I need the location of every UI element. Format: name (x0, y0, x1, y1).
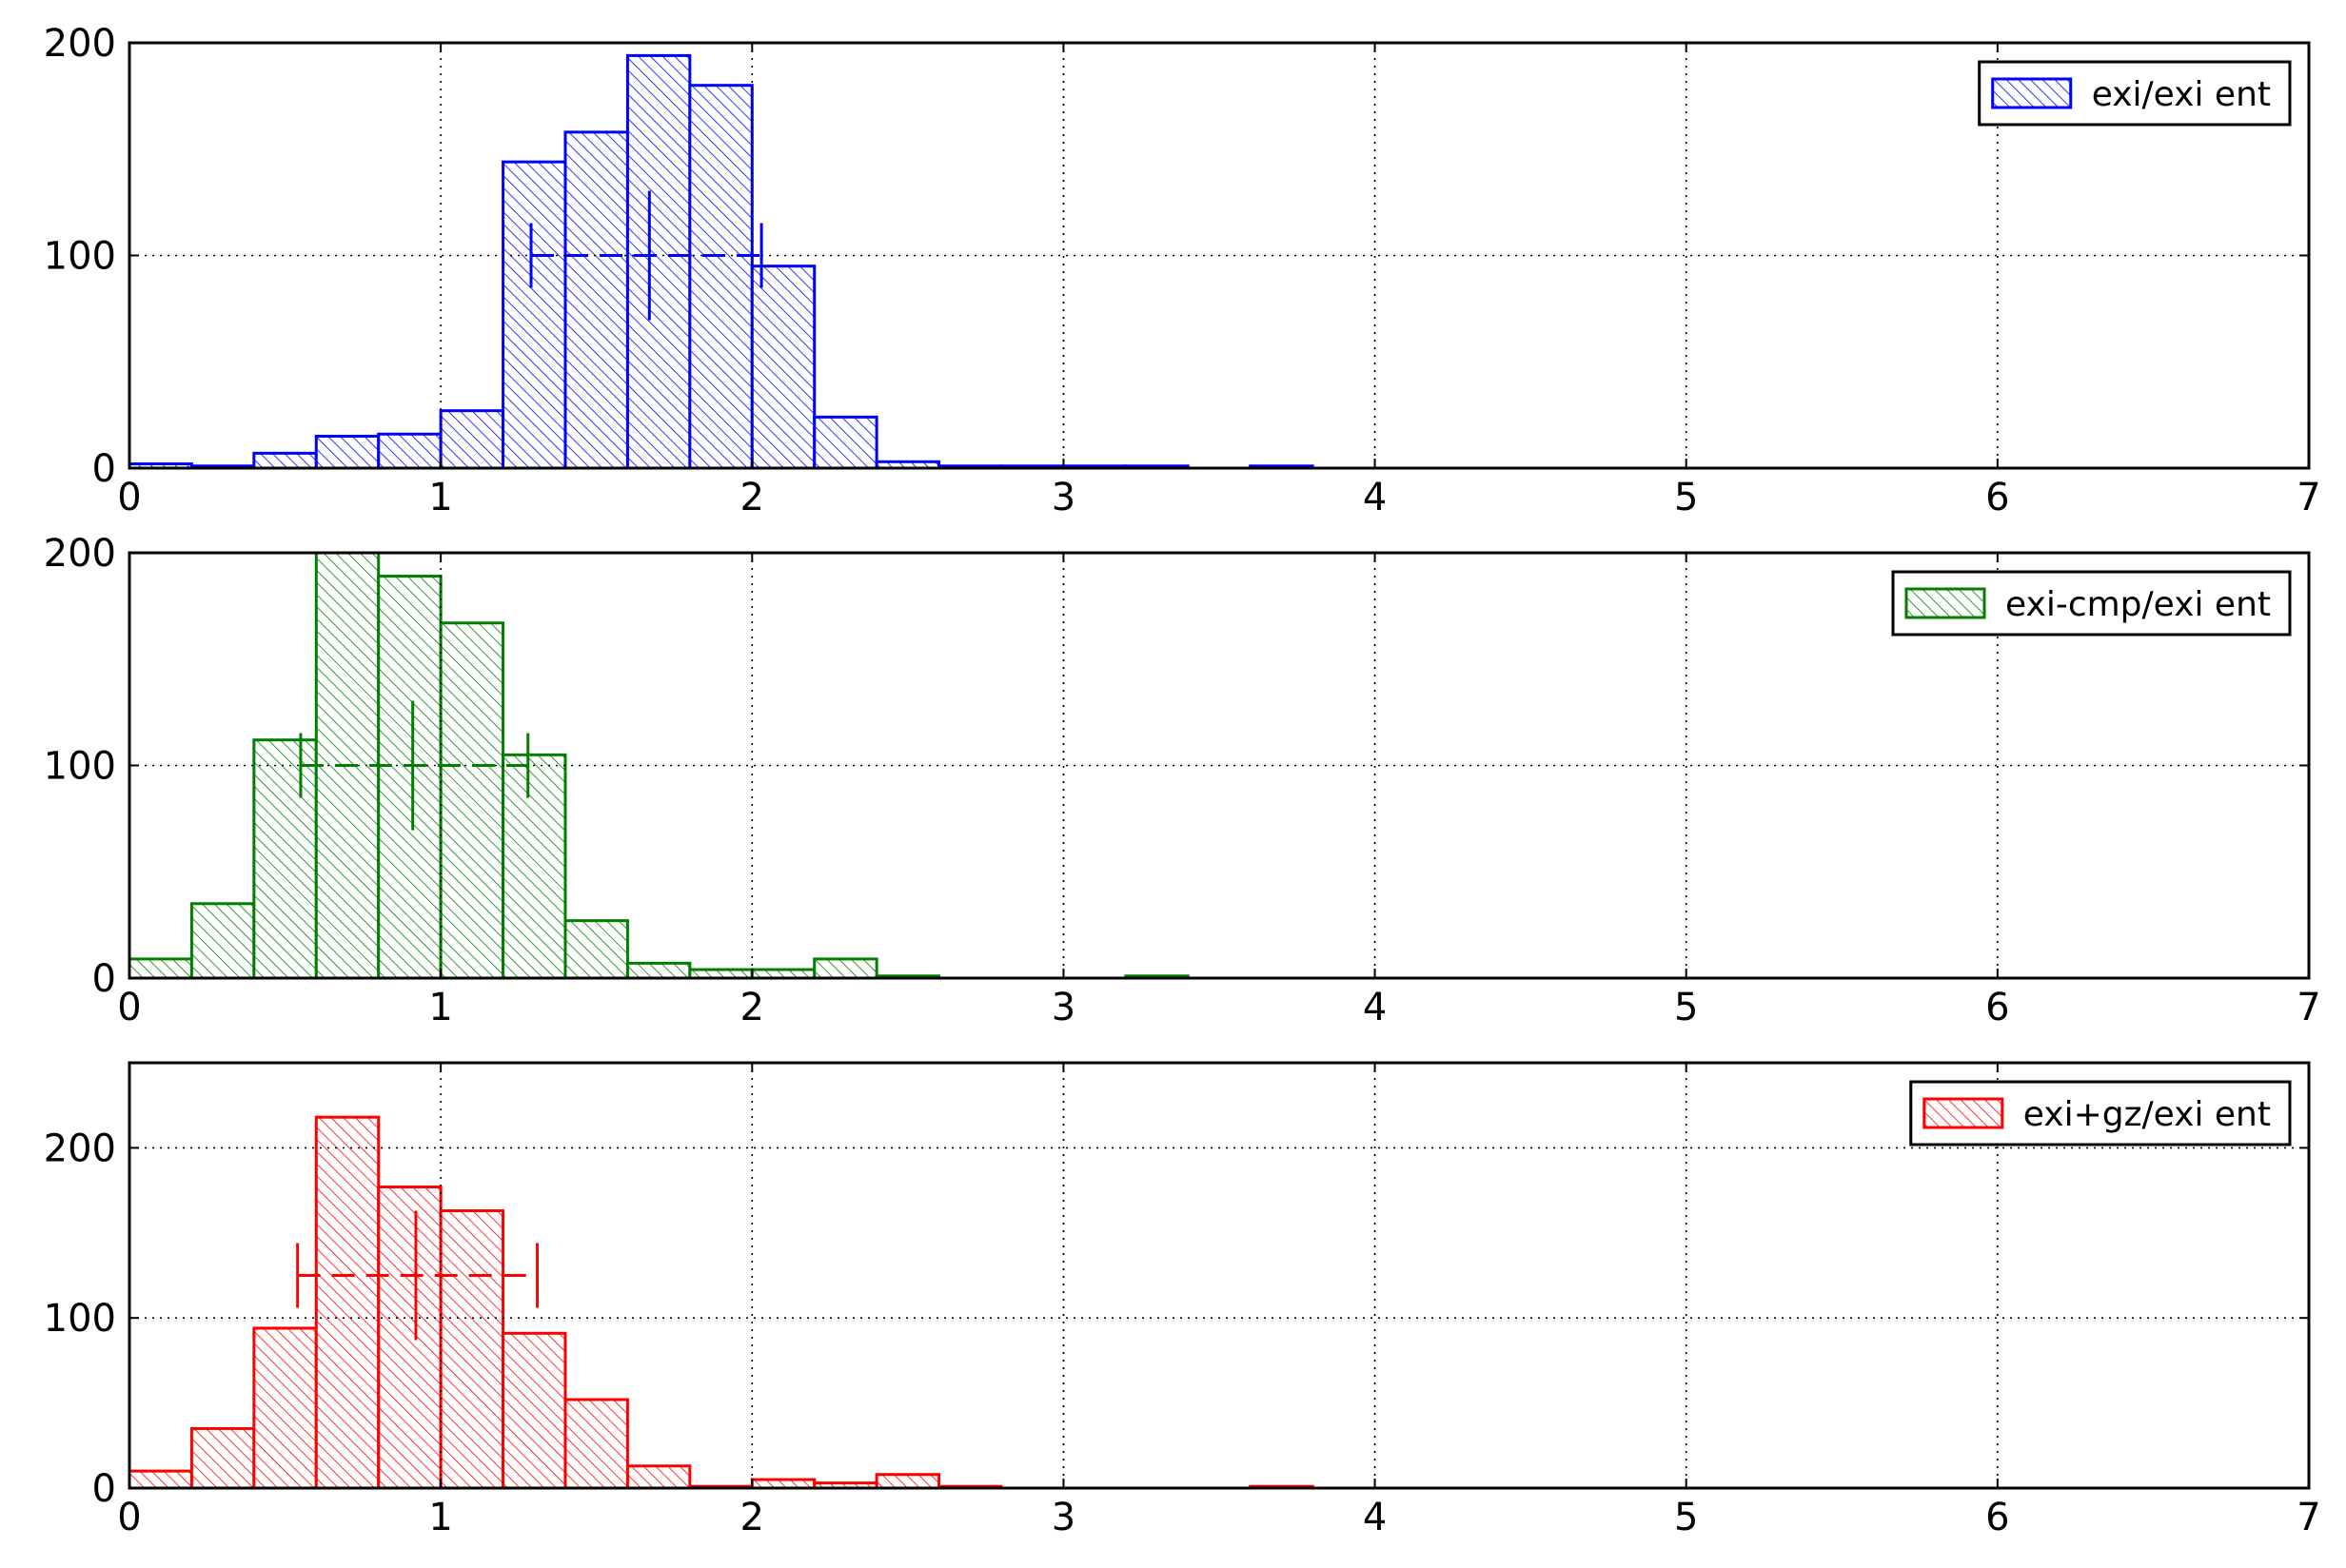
histogram-bar (502, 1331, 567, 1488)
x-tick-label: 5 (1674, 476, 1698, 519)
y-tick-label: 200 (44, 22, 116, 66)
histogram-bar (314, 1115, 381, 1488)
tick-labels: 0 1 2 3 4 5 6 7 0 100 200 (44, 22, 2321, 519)
legend-swatch (1991, 77, 2073, 109)
x-tick-label: 4 (1363, 1496, 1387, 1539)
histogram-bar (625, 1464, 692, 1488)
x-tick-label: 0 (117, 476, 141, 519)
x-tick-label: 1 (428, 476, 452, 519)
histogram-bar (189, 902, 256, 978)
legend-swatch (1922, 1097, 2004, 1129)
legend: exi/exi ent (1978, 60, 2292, 127)
x-tick-label: 0 (117, 986, 141, 1029)
x-tick-label: 7 (2297, 476, 2320, 519)
bars (129, 53, 1314, 468)
histogram-bar (625, 961, 692, 978)
legend-swatch (1904, 587, 1986, 619)
x-tick-label: 6 (1985, 986, 2009, 1029)
x-tick-label: 2 (740, 1496, 764, 1539)
grid-lines (129, 553, 2309, 978)
legend: exi-cmp/exi ent (1891, 570, 2292, 637)
histogram-bar (813, 415, 878, 468)
x-tick-label: 3 (1052, 986, 1075, 1029)
grid-lines (129, 43, 2309, 468)
x-tick-label: 4 (1363, 986, 1387, 1029)
legend: exi+gz/exi ent (1909, 1080, 2292, 1147)
y-tick-label: 100 (44, 1297, 116, 1341)
x-tick-label: 1 (428, 986, 452, 1029)
histogram-bar (377, 1186, 443, 1488)
x-tick-label: 2 (740, 986, 764, 1029)
quartile-marker (299, 700, 530, 831)
y-tick-label: 200 (44, 1127, 116, 1170)
x-tick-label: 6 (1985, 1496, 2009, 1539)
histogram-bar (439, 621, 505, 978)
axes-frame (128, 1061, 2311, 1490)
legend-label: exi+gz/exi ent (2023, 1095, 2271, 1134)
histogram-bar (252, 1326, 318, 1488)
x-tick-label: 4 (1363, 476, 1387, 519)
histogram-bar (563, 130, 629, 468)
histogram-bar (875, 1473, 941, 1488)
x-tick-label: 1 (428, 1496, 452, 1539)
histogram-bar (129, 957, 193, 978)
legend-label: exi-cmp/exi ent (2005, 585, 2271, 624)
tick-labels: 0 1 2 3 4 5 6 7 0 100 200 (44, 1063, 2321, 1539)
histogram-bar (813, 957, 878, 978)
x-tick-label: 7 (2297, 1496, 2320, 1539)
histogram-bar (439, 1209, 505, 1488)
bars (129, 1115, 1314, 1488)
x-tick-label: 7 (2297, 986, 2320, 1029)
histogram-bar (563, 1398, 629, 1488)
x-tick-label: 3 (1052, 476, 1075, 519)
histogram-bar (314, 434, 381, 468)
y-tick-label: 0 (92, 447, 116, 491)
histogram-bar (252, 738, 318, 978)
grid-lines (129, 1063, 2309, 1488)
histogram-bar (502, 160, 567, 468)
x-tick-label: 6 (1985, 476, 2009, 519)
chart-panel-2: 0 1 2 3 4 5 6 7 0 100 200 exi-cmp/exi ent (44, 532, 2321, 1029)
x-tick-label: 3 (1052, 1496, 1075, 1539)
histogram-bar (189, 1426, 256, 1488)
x-tick-label: 0 (117, 1496, 141, 1539)
y-tick-label: 200 (44, 532, 116, 576)
y-tick-label: 100 (44, 235, 116, 279)
histogram-bar (252, 451, 318, 468)
histogram-bar (750, 265, 817, 468)
histogram-bar (688, 84, 754, 468)
histogram-bar (625, 53, 692, 468)
x-tick-label: 5 (1674, 1496, 1698, 1539)
histogram-bar (129, 1469, 193, 1488)
histogram-bar (563, 919, 629, 978)
quartile-marker (529, 190, 763, 321)
y-tick-label: 100 (44, 745, 116, 789)
legend-label: exi/exi ent (2092, 75, 2271, 114)
histogram-bar (502, 753, 567, 978)
y-tick-label: 0 (92, 1467, 116, 1511)
quartile-marker (296, 1210, 540, 1341)
tick-labels: 0 1 2 3 4 5 6 7 0 100 200 (44, 532, 2321, 1029)
chart-panel-1: 0 1 2 3 4 5 6 7 0 100 200 exi/exi ent (44, 22, 2321, 519)
y-tick-label: 0 (92, 957, 116, 1001)
chart-panel-3: 0 1 2 3 4 5 6 7 0 100 200 exi+gz/exi ent (44, 1061, 2321, 1539)
x-tick-label: 5 (1674, 986, 1698, 1029)
x-tick-label: 2 (740, 476, 764, 519)
histogram-bar (439, 409, 505, 468)
histogram-bar (377, 575, 443, 978)
histogram-bar (377, 432, 443, 468)
